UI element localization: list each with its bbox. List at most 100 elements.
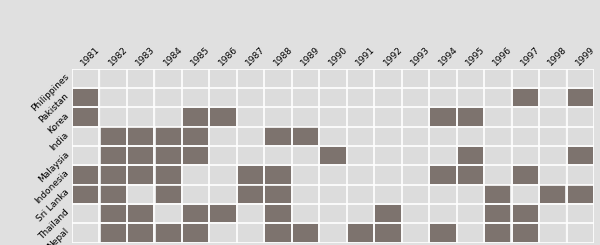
Bar <box>485 166 511 184</box>
Bar <box>485 108 511 126</box>
Bar <box>512 108 538 126</box>
Bar <box>540 185 565 203</box>
Bar <box>183 166 208 184</box>
Bar <box>293 89 318 107</box>
Bar <box>485 69 511 87</box>
Bar <box>568 69 593 87</box>
Bar <box>512 89 538 107</box>
Bar <box>211 108 236 126</box>
Bar <box>348 185 373 203</box>
Bar <box>265 166 290 184</box>
Bar <box>155 166 181 184</box>
Bar <box>101 205 126 222</box>
Bar <box>403 89 428 107</box>
Bar <box>183 205 208 222</box>
Bar <box>540 127 565 145</box>
Bar <box>376 205 401 222</box>
Bar <box>128 147 154 164</box>
Bar <box>430 108 455 126</box>
Bar <box>540 108 565 126</box>
Bar <box>73 147 98 164</box>
Bar <box>211 205 236 222</box>
Bar <box>128 127 154 145</box>
Bar <box>430 69 455 87</box>
Bar <box>568 166 593 184</box>
Bar <box>238 166 263 184</box>
Bar <box>458 89 483 107</box>
Bar <box>348 69 373 87</box>
Bar <box>568 224 593 242</box>
Bar <box>211 127 236 145</box>
Bar <box>376 224 401 242</box>
Bar <box>183 108 208 126</box>
Bar <box>73 224 98 242</box>
Bar <box>293 224 318 242</box>
Bar <box>458 166 483 184</box>
Bar <box>568 205 593 222</box>
Bar <box>320 89 346 107</box>
Bar <box>403 224 428 242</box>
Bar <box>155 127 181 145</box>
Bar <box>540 166 565 184</box>
Bar <box>101 89 126 107</box>
Bar <box>265 224 290 242</box>
Bar <box>485 205 511 222</box>
Bar <box>293 205 318 222</box>
Bar <box>155 224 181 242</box>
Bar <box>293 147 318 164</box>
Bar <box>293 166 318 184</box>
Bar <box>512 224 538 242</box>
Bar <box>403 127 428 145</box>
Bar <box>101 127 126 145</box>
Bar <box>101 147 126 164</box>
Bar <box>265 127 290 145</box>
Bar <box>568 127 593 145</box>
Bar <box>458 108 483 126</box>
Bar <box>320 185 346 203</box>
Bar <box>183 69 208 87</box>
Bar <box>403 69 428 87</box>
Bar <box>320 127 346 145</box>
Bar <box>540 205 565 222</box>
Bar <box>403 166 428 184</box>
Bar <box>430 166 455 184</box>
Bar <box>293 108 318 126</box>
Bar <box>265 89 290 107</box>
Bar <box>73 108 98 126</box>
Bar <box>430 127 455 145</box>
Bar <box>183 224 208 242</box>
Bar <box>238 147 263 164</box>
Bar <box>101 224 126 242</box>
Bar <box>512 166 538 184</box>
Bar <box>73 127 98 145</box>
Bar <box>348 205 373 222</box>
Bar <box>348 224 373 242</box>
Bar <box>155 108 181 126</box>
Bar <box>540 69 565 87</box>
Bar <box>101 108 126 126</box>
Bar <box>512 205 538 222</box>
Bar <box>458 224 483 242</box>
Bar <box>101 166 126 184</box>
Bar <box>238 69 263 87</box>
Bar <box>238 108 263 126</box>
Bar <box>155 147 181 164</box>
Bar <box>512 127 538 145</box>
Bar <box>485 89 511 107</box>
Bar <box>211 89 236 107</box>
Bar <box>73 205 98 222</box>
Bar <box>376 185 401 203</box>
Bar <box>211 69 236 87</box>
Bar <box>376 89 401 107</box>
Bar <box>128 69 154 87</box>
Bar <box>320 224 346 242</box>
Bar <box>348 166 373 184</box>
Bar <box>155 205 181 222</box>
Bar <box>238 127 263 145</box>
Bar <box>430 185 455 203</box>
Bar <box>430 89 455 107</box>
Bar <box>348 108 373 126</box>
Bar <box>211 147 236 164</box>
Bar <box>238 224 263 242</box>
Bar <box>211 224 236 242</box>
